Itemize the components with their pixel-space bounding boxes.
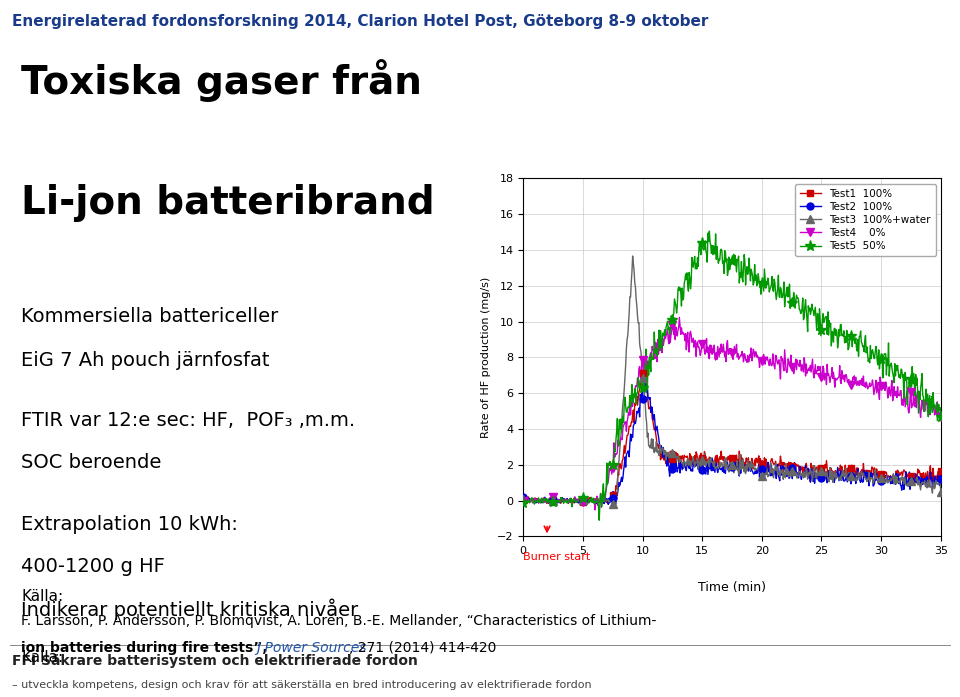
- Text: Toxiska gaser från: Toxiska gaser från: [21, 59, 422, 102]
- X-axis label: Time (min): Time (min): [698, 581, 766, 594]
- Text: J Power Sources: J Power Sources: [256, 641, 367, 654]
- Text: Kommersiella battericeller: Kommersiella battericeller: [21, 307, 278, 325]
- Text: Burner start: Burner start: [523, 551, 590, 562]
- Text: F. Larsson, P. Andersson, P. Blomqvist, A. Lorén, B.-E. Mellander, “Characterist: F. Larsson, P. Andersson, P. Blomqvist, …: [21, 613, 657, 628]
- Text: Extrapolation 10 kWh:: Extrapolation 10 kWh:: [21, 516, 238, 535]
- Text: , 271 (2014) 414-420: , 271 (2014) 414-420: [349, 641, 497, 654]
- Text: 400-1200 g HF: 400-1200 g HF: [21, 557, 165, 576]
- Text: ion batteries during fire tests”,: ion batteries during fire tests”,: [21, 641, 273, 654]
- Text: Källa:: Källa:: [21, 589, 63, 604]
- Text: FTIR var 12:e sec: HF,  POF₃ ,m.m.: FTIR var 12:e sec: HF, POF₃ ,m.m.: [21, 411, 355, 430]
- Text: Energirelaterad fordonsforskning 2014, Clarion Hotel Post, Göteborg 8-9 oktober: Energirelaterad fordonsforskning 2014, C…: [12, 13, 708, 29]
- Text: Källa:: Källa:: [21, 650, 63, 665]
- Text: Indikerar potentiellt kritiska nivåer: Indikerar potentiellt kritiska nivåer: [21, 599, 358, 620]
- Text: EiG 7 Ah pouch järnfosfat: EiG 7 Ah pouch järnfosfat: [21, 351, 270, 370]
- Text: FFI Säkrare batterisystem och elektrifierade fordon: FFI Säkrare batterisystem och elektrifie…: [12, 654, 418, 668]
- Text: Li-jon batteribrand: Li-jon batteribrand: [21, 184, 435, 222]
- Y-axis label: Rate of HF production (mg/s): Rate of HF production (mg/s): [481, 277, 492, 438]
- Text: SOC beroende: SOC beroende: [21, 453, 161, 472]
- Legend: Test1  100%, Test2  100%, Test3  100%+water, Test4    0%, Test5  50%: Test1 100%, Test2 100%, Test3 100%+water…: [795, 183, 936, 256]
- Text: – utveckla kompetens, design och krav för att säkerställa en bred introducering : – utveckla kompetens, design och krav fö…: [12, 680, 591, 691]
